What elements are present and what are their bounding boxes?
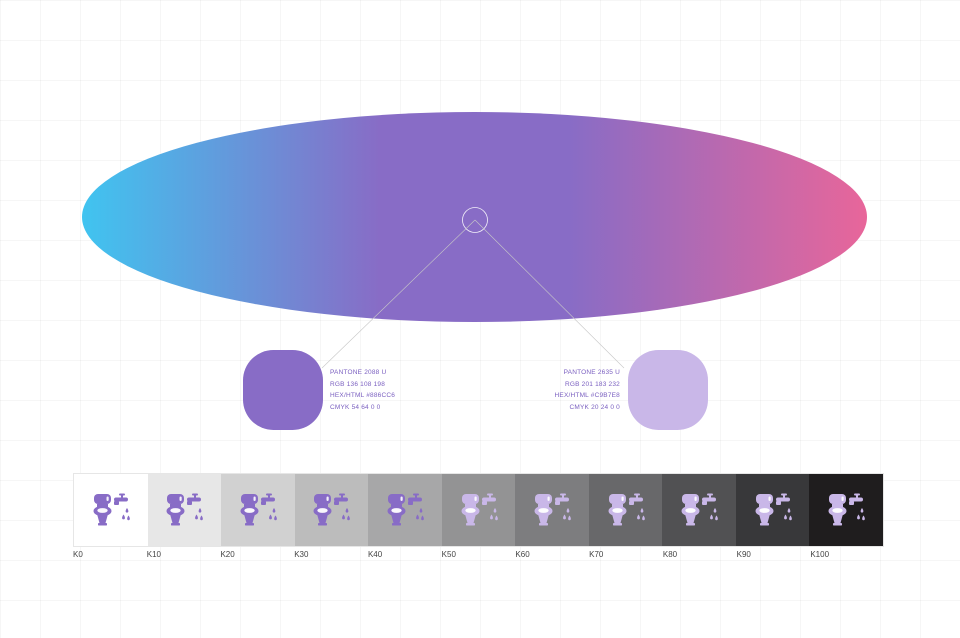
toilet-faucet-icon: [313, 493, 351, 526]
primary-hex: HEX/HTML #886CC6: [330, 392, 396, 399]
tint-label: K0: [73, 550, 83, 559]
primary-color-spec: PANTONE 2088 U RGB 136 108 198 HEX/HTML …: [330, 367, 395, 413]
tint-cell-k90: [735, 474, 810, 546]
secondary-rgb: RGB 201 183 232: [564, 380, 620, 388]
toilet-faucet-icon: [240, 493, 277, 526]
tint-cell-k0: [74, 474, 148, 546]
toilet-faucet-icon: [681, 493, 718, 526]
tint-label: K20: [220, 550, 235, 559]
tint-label: K50: [441, 550, 456, 559]
toilet-faucet-icon: [93, 493, 130, 526]
tint-cell-k100: [809, 474, 884, 546]
tint-cell-k20: [221, 474, 295, 546]
tint-label: K80: [662, 550, 678, 559]
primary-rgb: RGB 136 108 198: [330, 380, 386, 388]
secondary-pantone: PANTONE 2635 U: [563, 369, 620, 376]
toilet-faucet-icon: [461, 493, 498, 526]
toilet-faucet-icon: [828, 493, 866, 526]
tint-cell-k60: [515, 474, 589, 546]
toilet-faucet-icon: [608, 493, 645, 526]
toilet-faucet-icon: [387, 493, 424, 526]
tint-labels: K0 K10 K20 K30 K40 K50 K60 K70 K80 K90 K100: [73, 550, 884, 559]
secondary-color-swatch: [628, 350, 708, 430]
tint-cell-k80: [662, 474, 736, 546]
tint-label: K30: [294, 550, 309, 559]
tint-cell-k70: [588, 474, 663, 546]
secondary-color-spec: PANTONE 2635 U RGB 201 183 232 HEX/HTML …: [520, 367, 620, 413]
tint-cell-k50: [441, 474, 516, 546]
tint-label: K60: [515, 550, 530, 559]
tint-label: K70: [589, 550, 604, 559]
tint-label: K100: [810, 550, 830, 559]
primary-color-swatch: [243, 350, 323, 430]
tint-cell-k10: [147, 474, 222, 546]
tint-cell-k40: [368, 474, 442, 546]
toilet-faucet-icon: [534, 493, 571, 526]
secondary-cmyk: CMYK 20 24 0 0: [569, 403, 620, 411]
tint-label: K40: [367, 550, 383, 559]
toilet-faucet-icon: [755, 493, 792, 526]
gradient-ellipse: [82, 112, 867, 322]
primary-pantone: PANTONE 2088 U: [330, 369, 387, 376]
primary-cmyk: CMYK 54 64 0 0: [330, 403, 381, 411]
tint-row: [73, 473, 884, 547]
tint-cell-k30: [294, 474, 369, 546]
toilet-faucet-icon: [166, 493, 204, 526]
secondary-hex: HEX/HTML #C9B7E8: [554, 392, 620, 399]
tint-label: K90: [736, 550, 751, 559]
tint-label: K10: [146, 550, 161, 559]
